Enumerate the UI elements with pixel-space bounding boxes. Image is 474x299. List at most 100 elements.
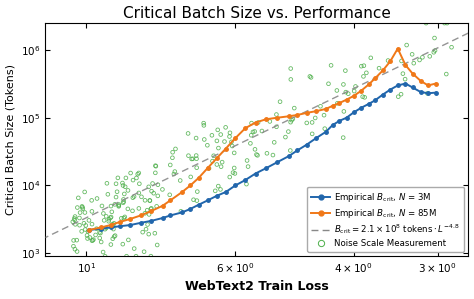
Point bbox=[201, 137, 208, 142]
Point bbox=[231, 171, 239, 176]
Point bbox=[208, 133, 216, 138]
Point bbox=[107, 215, 115, 219]
Point bbox=[307, 75, 315, 80]
Point bbox=[124, 207, 132, 211]
Point bbox=[118, 181, 126, 185]
Point bbox=[88, 238, 96, 243]
Point bbox=[306, 74, 314, 79]
Point bbox=[85, 218, 93, 223]
Point bbox=[92, 233, 100, 237]
Point bbox=[135, 206, 143, 211]
Y-axis label: Critical Batch Size (Tokens): Critical Batch Size (Tokens) bbox=[6, 64, 16, 215]
Point bbox=[105, 217, 113, 222]
Point bbox=[286, 148, 294, 153]
Point bbox=[145, 184, 153, 189]
Point bbox=[132, 254, 140, 259]
Point bbox=[448, 45, 456, 50]
Point bbox=[112, 195, 120, 199]
Point bbox=[342, 90, 350, 94]
Point bbox=[153, 204, 160, 209]
Point bbox=[105, 219, 112, 224]
Point bbox=[82, 227, 89, 232]
Point bbox=[214, 184, 222, 189]
Point bbox=[211, 188, 219, 193]
Point bbox=[149, 181, 156, 186]
Point bbox=[243, 158, 251, 163]
Point bbox=[86, 235, 94, 240]
Point bbox=[247, 133, 255, 138]
Point bbox=[284, 129, 292, 134]
Point bbox=[130, 194, 138, 199]
Point bbox=[200, 121, 208, 126]
Point bbox=[121, 184, 129, 189]
Point bbox=[152, 164, 160, 169]
Point bbox=[101, 227, 109, 231]
Point bbox=[146, 212, 153, 217]
Point bbox=[93, 226, 100, 231]
Point bbox=[76, 210, 84, 215]
Point bbox=[154, 242, 161, 247]
Point bbox=[71, 216, 78, 221]
Point bbox=[76, 216, 83, 220]
Point bbox=[443, 21, 451, 25]
Point bbox=[193, 198, 201, 203]
Point bbox=[320, 113, 328, 118]
Point bbox=[209, 159, 216, 164]
Point bbox=[443, 72, 450, 77]
Point bbox=[287, 66, 294, 71]
Point bbox=[251, 147, 259, 152]
Point bbox=[193, 156, 201, 161]
Point bbox=[136, 181, 143, 186]
Point bbox=[100, 211, 107, 216]
Point bbox=[357, 64, 365, 68]
Point bbox=[276, 99, 284, 104]
Point bbox=[70, 244, 77, 249]
Point bbox=[394, 94, 402, 99]
Point bbox=[96, 236, 103, 240]
Point bbox=[120, 199, 128, 204]
Point bbox=[108, 209, 116, 214]
Point bbox=[263, 151, 271, 156]
Point bbox=[70, 238, 77, 243]
Point bbox=[154, 193, 162, 198]
Point bbox=[122, 176, 130, 180]
Point bbox=[185, 153, 192, 158]
Point bbox=[130, 246, 138, 251]
Point bbox=[230, 150, 238, 155]
Point bbox=[210, 153, 218, 158]
Point bbox=[140, 249, 148, 254]
Point bbox=[144, 208, 151, 213]
Point bbox=[81, 210, 89, 215]
Point bbox=[251, 129, 258, 134]
Point bbox=[97, 231, 104, 236]
Point bbox=[111, 233, 119, 238]
Point bbox=[345, 91, 352, 96]
Point bbox=[375, 66, 383, 71]
Point bbox=[422, 21, 430, 25]
Point bbox=[110, 221, 118, 226]
Point bbox=[430, 50, 438, 55]
Point bbox=[76, 223, 83, 228]
Point bbox=[113, 189, 121, 194]
Point bbox=[73, 205, 81, 210]
Point bbox=[150, 191, 157, 196]
Point bbox=[410, 61, 418, 65]
Point bbox=[226, 134, 233, 139]
Point bbox=[115, 203, 123, 208]
Point bbox=[350, 89, 358, 94]
Point bbox=[273, 124, 280, 129]
Point bbox=[214, 127, 221, 132]
Point bbox=[121, 214, 128, 219]
Point bbox=[363, 71, 370, 75]
Point bbox=[288, 118, 295, 123]
Point bbox=[184, 131, 192, 136]
Point bbox=[169, 150, 176, 155]
Point bbox=[426, 54, 434, 59]
Point bbox=[361, 95, 368, 100]
Point bbox=[109, 224, 117, 228]
Point bbox=[119, 242, 127, 247]
Point bbox=[367, 55, 374, 60]
Point bbox=[359, 94, 366, 99]
Point bbox=[102, 214, 110, 219]
Point bbox=[147, 206, 155, 211]
